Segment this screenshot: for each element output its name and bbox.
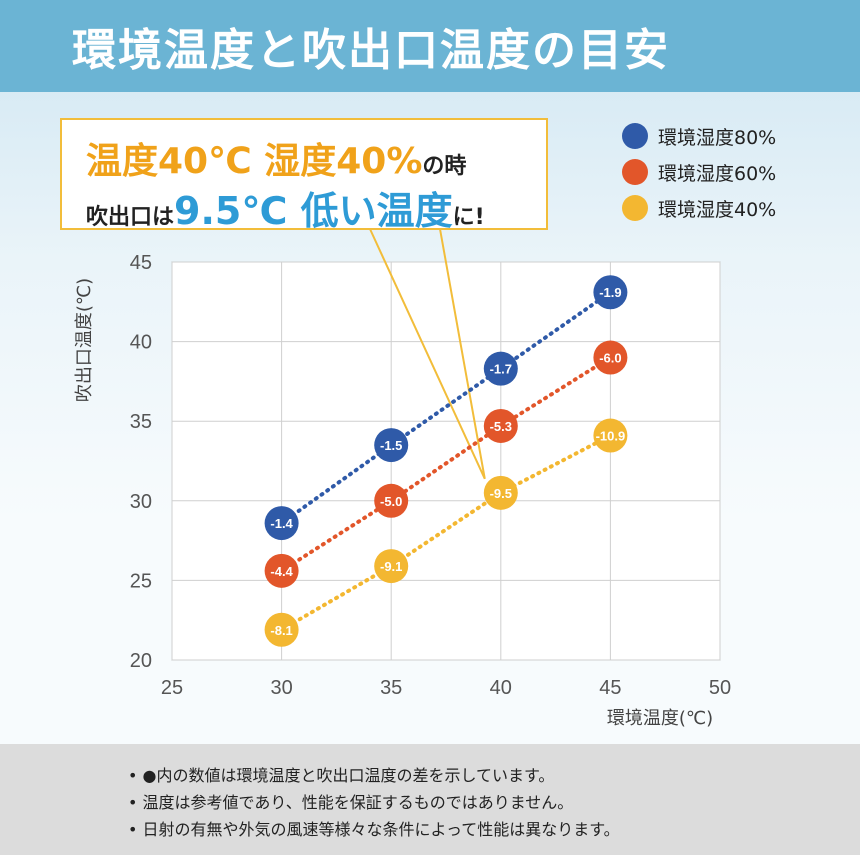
plot-area [171,261,721,661]
data-point [593,340,628,375]
x-axis-label: 環境温度(℃) [607,708,713,729]
data-point [264,612,299,647]
series-group: -1.4 -1.5 -1.7 -1.9 -4.4 -5.0 -5.3 -6.0 -8.1 -9.1… [264,275,628,647]
data-point-label: -9.1 [380,559,402,574]
data-point-label: -6.0 [599,351,621,366]
data-point-label: -5.0 [380,494,402,509]
notes-panel: ●内の数値は環境温度と吹出口温度の差を示しています。 温度は参考値であり、性能を… [0,744,860,855]
notes-list: ●内の数値は環境温度と吹出口温度の差を示しています。 温度は参考値であり、性能を… [128,762,620,843]
legend-item-humidity-40: 環境湿度40% [622,190,776,226]
x-tick-label: 35 [380,677,402,699]
data-point-label: -9.5 [490,486,512,501]
x-tick-label: 25 [161,677,183,699]
data-point [593,275,628,310]
data-point [264,553,299,588]
data-point [374,483,409,518]
y-tick-label: 40 [130,332,152,354]
callout-box: 温度40℃ 湿度40%の時 吹出口は9.5℃ 低い温度に! [60,118,548,233]
data-point [483,351,518,386]
legend-label: 環境湿度40% [658,198,777,221]
data-point [483,475,518,510]
note-item: ●内の数値は環境温度と吹出口温度の差を示しています。 [128,762,620,789]
data-point-label: -1.7 [490,362,512,377]
series-line [279,355,613,573]
data-point-label: -5.3 [490,419,512,434]
y-tick-label: 35 [130,411,152,433]
y-tick-label: 45 [130,252,152,274]
data-point-label: -1.5 [380,438,402,453]
y-tick-label: 25 [130,570,152,592]
series-1: -1.4 -1.5 -1.7 -1.9 [264,275,628,541]
legend-dot-icon [622,123,648,149]
y-axis-label: 吹出口温度(℃) [74,278,95,402]
data-point-label: -1.9 [599,285,621,300]
legend-label: 環境湿度60% [658,162,777,185]
callout-outlet-label: 吹出口は [86,205,175,230]
series-3: -8.1 -9.1 -9.5 -10.9 [264,418,628,647]
data-point-label: -10.9 [596,429,626,444]
y-tick-label: 30 [130,491,152,513]
title-banner: 環境温度と吹出口温度の目安 [0,0,860,92]
data-point-label: -4.4 [270,564,293,579]
data-point [483,408,518,443]
x-tick-label: 45 [599,677,621,699]
data-point [374,549,409,584]
legend: 環境湿度80% 環境湿度60% 環境湿度40% [622,118,776,226]
callout-pointer [369,228,486,480]
legend-label: 環境湿度80% [658,126,777,149]
callout-condition: 温度40℃ 湿度40% [86,141,423,182]
legend-dot-icon [622,159,648,185]
legend-dot-icon [622,195,648,221]
data-point [593,418,628,453]
x-tick-label: 50 [709,677,731,699]
data-point-label: -8.1 [270,623,292,638]
x-tick-label: 40 [490,677,512,699]
data-point [374,428,409,463]
y-tick-label: 20 [130,650,152,672]
legend-item-humidity-60: 環境湿度60% [622,154,776,190]
y-ticks: 20 25 30 35 40 45 [130,252,152,672]
note-item: 日射の有無や外気の風速等様々な条件によって性能は異なります。 [128,816,620,843]
page-title: 環境温度と吹出口温度の目安 [72,25,670,76]
series-line [279,433,613,632]
x-tick-label: 30 [270,677,292,699]
callout-outlet-tail: に! [452,205,485,230]
data-point [264,506,299,541]
callout-temperature-drop: 9.5℃ 低い温度 [174,189,453,233]
x-ticks: 25 30 35 40 45 50 [161,677,731,699]
data-point-label: -1.4 [270,516,293,531]
legend-item-humidity-80: 環境湿度80% [622,118,776,154]
series-line [279,290,613,526]
note-item: 温度は参考値であり、性能を保証するものではありません。 [128,789,620,816]
series-2: -4.4 -5.0 -5.3 -6.0 [264,340,628,588]
callout-condition-tail: の時 [422,154,467,179]
